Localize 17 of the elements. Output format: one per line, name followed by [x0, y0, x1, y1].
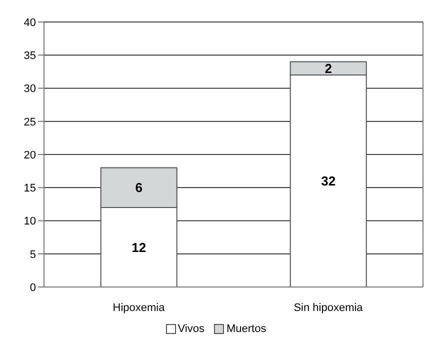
- x-tick-label: Hipoxemia: [112, 302, 166, 314]
- y-tick-label: 35: [24, 50, 36, 62]
- x-tick-label: Sin hipoxemia: [294, 302, 364, 314]
- y-tick-label: 0: [30, 282, 36, 294]
- y-tick-label: 30: [24, 83, 36, 96]
- data-label: 32: [321, 174, 336, 189]
- data-label: 6: [135, 180, 142, 196]
- data-label: 2: [324, 60, 332, 76]
- legend-label: Vivos: [176, 323, 204, 335]
- y-tick-label: 15: [24, 182, 36, 195]
- data-label: 12: [132, 240, 146, 255]
- y-tick-label: 5: [30, 248, 36, 261]
- y-tick-label: 10: [24, 216, 36, 228]
- legend-label: Muertos: [225, 323, 266, 335]
- y-tick-label: 20: [24, 149, 36, 162]
- y-tick-label: 40: [24, 16, 36, 29]
- y-tick-label: 25: [24, 116, 36, 128]
